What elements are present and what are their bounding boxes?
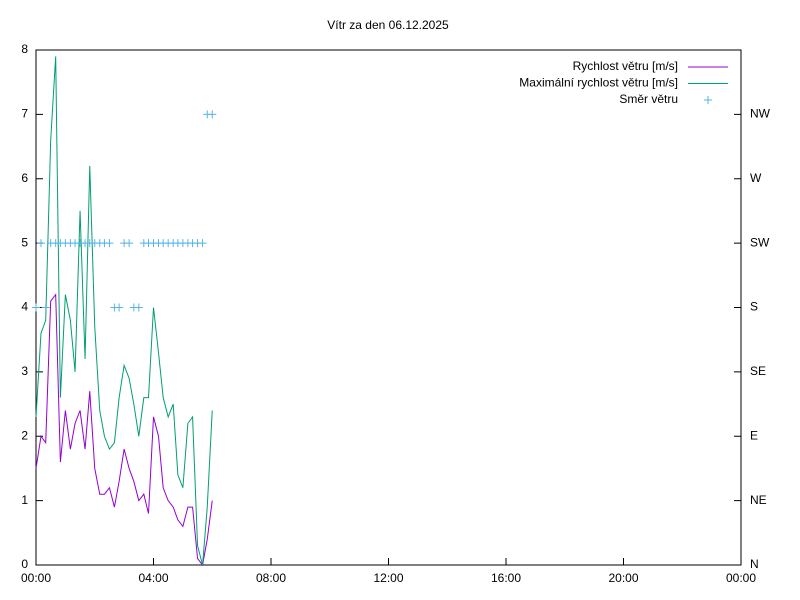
y-tick-label: 3 — [21, 364, 28, 378]
y-tick-label: 4 — [21, 300, 28, 314]
direction-point — [32, 303, 40, 312]
direction-point — [125, 239, 134, 248]
direction-point — [115, 303, 124, 312]
y2-tick-label: NE — [750, 493, 767, 507]
y-tick-label: 1 — [21, 493, 28, 507]
y-tick-label: 5 — [21, 235, 28, 249]
x-tick-label: 00:00 — [21, 571, 51, 585]
direction-point — [208, 110, 217, 119]
y-tick-label: 7 — [21, 107, 28, 121]
y-tick-label: 6 — [21, 171, 28, 185]
y-tick-label: 0 — [21, 557, 28, 571]
x-tick-label: 20:00 — [608, 571, 638, 585]
direction-point — [36, 239, 45, 248]
x-tick-label: 00:00 — [726, 571, 756, 585]
y2-tick-label: SE — [750, 364, 766, 378]
y2-tick-label: W — [750, 171, 762, 185]
y2-tick-label: S — [750, 300, 758, 314]
direction-point — [41, 303, 50, 312]
legend-label: Směr větru — [619, 92, 678, 106]
y2-tick-label: E — [750, 428, 758, 442]
legend-label: Maximální rychlost větru [m/s] — [519, 76, 678, 90]
y-tick-label: 2 — [21, 428, 28, 442]
y-tick-label: 8 — [21, 42, 28, 56]
x-tick-label: 04:00 — [138, 571, 168, 585]
y2-tick-label: NW — [750, 107, 771, 121]
y2-tick-label: N — [750, 557, 759, 571]
series-line — [35, 56, 213, 566]
x-tick-label: 16:00 — [491, 571, 521, 585]
direction-point — [198, 239, 207, 248]
x-tick-label: 08:00 — [256, 571, 286, 585]
y2-tick-label: SW — [750, 235, 770, 249]
chart-title: Vítr za den 06.12.2025 — [327, 18, 449, 32]
direction-point — [105, 239, 114, 248]
series-line — [35, 293, 213, 567]
legend-key — [704, 96, 712, 104]
direction-point — [134, 303, 143, 312]
legend-label: Rychlost větru [m/s] — [573, 59, 678, 73]
x-tick-label: 12:00 — [373, 571, 403, 585]
